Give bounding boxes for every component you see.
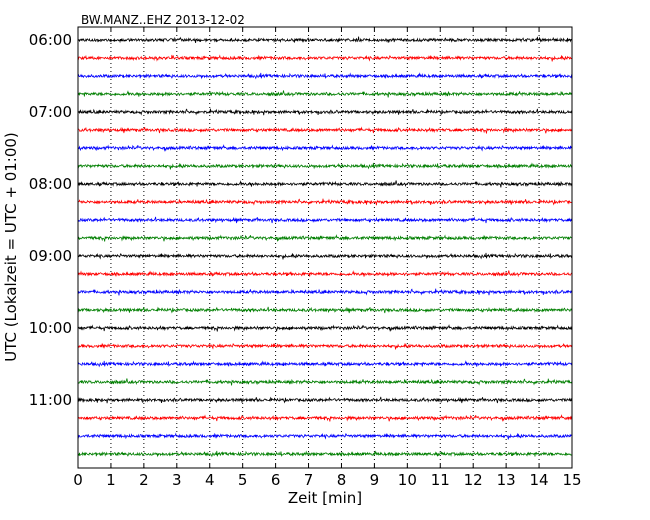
seismogram-trace (77, 180, 573, 188)
plot-background (78, 27, 572, 468)
seismogram-trace (77, 252, 573, 260)
x-tick-label: 6 (271, 471, 281, 489)
y-tick-label: 08:00 (29, 175, 72, 193)
seismogram-trace (78, 324, 573, 332)
seismogram-trace (77, 234, 573, 242)
seismogram-trace (77, 54, 573, 62)
seismogram-trace (77, 288, 573, 296)
seismogram-trace (77, 36, 573, 44)
seismogram-trace (77, 432, 572, 440)
x-tick-label: 12 (464, 471, 483, 489)
seismogram-trace (77, 378, 573, 386)
y-tick-label: 07:00 (29, 103, 72, 121)
x-tick-label: 9 (370, 471, 380, 489)
seismogram-trace (77, 198, 573, 206)
seismogram-trace (77, 414, 573, 422)
x-tick-label: 15 (562, 471, 581, 489)
x-tick-label: 10 (398, 471, 417, 489)
y-tick-label: 10:00 (29, 319, 72, 337)
x-tick-label: 0 (73, 471, 83, 489)
seismogram-trace (77, 396, 573, 404)
x-tick-label: 11 (431, 471, 450, 489)
x-axis-label: Zeit [min] (288, 489, 362, 507)
seismogram-trace (77, 216, 573, 224)
seismogram-traces (77, 36, 573, 458)
x-tick-label: 5 (238, 471, 248, 489)
grid-lines (110, 27, 540, 468)
x-tick-label: 13 (497, 471, 516, 489)
seismogram-trace (77, 108, 573, 116)
seismogram-trace (77, 72, 573, 80)
x-tick-label: 14 (530, 471, 549, 489)
y-tick-label: 06:00 (29, 31, 72, 49)
seismogram-trace (77, 450, 573, 458)
chart-title: BW.MANZ..EHZ 2013-12-02 (81, 13, 245, 27)
seismogram-trace (77, 126, 573, 134)
x-tick-label: 7 (304, 471, 314, 489)
y-tick-label: 11:00 (29, 391, 72, 409)
seismogram-trace (77, 144, 573, 152)
y-axis-label: UTC (Lokalzeit = UTC + 01:00) (2, 132, 20, 362)
y-tick-label: 09:00 (29, 247, 72, 265)
seismogram-trace (77, 90, 573, 98)
x-tick-label: 8 (337, 471, 347, 489)
seismogram-trace (77, 270, 572, 278)
axis-ticks: 0 1 2 3 4 5 6 7 8 9 10 11 12 13 14 1506:0007:0008:0009:… (29, 27, 582, 489)
x-tick-label: 3 (172, 471, 182, 489)
plot-frame (77, 26, 573, 469)
seismogram-trace (77, 306, 573, 314)
x-tick-label: 1 (106, 471, 116, 489)
x-tick-label: 4 (205, 471, 215, 489)
x-tick-label: 2 (139, 471, 149, 489)
seismogram-trace (77, 342, 572, 350)
seismogram-trace (77, 162, 573, 170)
seismogram-trace (77, 360, 573, 368)
